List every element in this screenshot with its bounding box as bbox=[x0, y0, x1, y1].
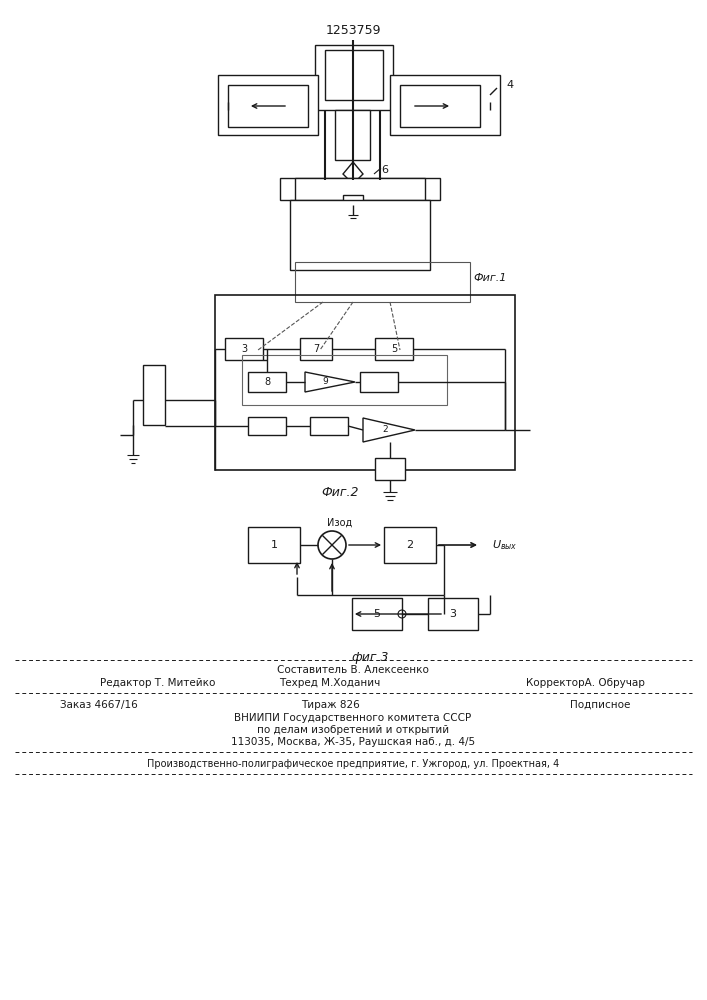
Bar bbox=[248, 417, 286, 435]
Text: 7: 7 bbox=[313, 344, 319, 354]
Text: 9: 9 bbox=[322, 377, 328, 386]
Bar bbox=[143, 365, 165, 425]
Text: Изод: Изод bbox=[327, 518, 353, 528]
Text: 4: 4 bbox=[506, 80, 513, 90]
Text: Составитель В. Алексеенко: Составитель В. Алексеенко bbox=[277, 665, 429, 675]
Text: 2: 2 bbox=[382, 426, 388, 434]
Bar bbox=[400, 85, 480, 127]
Bar bbox=[390, 75, 500, 135]
Text: 8: 8 bbox=[264, 377, 270, 387]
Text: 2: 2 bbox=[407, 540, 414, 550]
Text: Производственно-полиграфическое предприятие, г. Ужгород, ул. Проектная, 4: Производственно-полиграфическое предприя… bbox=[147, 759, 559, 769]
Bar bbox=[428, 598, 478, 630]
Bar bbox=[352, 598, 402, 630]
Bar bbox=[315, 45, 393, 110]
Text: 5: 5 bbox=[391, 344, 397, 354]
Text: 3: 3 bbox=[241, 344, 247, 354]
Polygon shape bbox=[363, 418, 415, 442]
Text: 3: 3 bbox=[450, 609, 457, 619]
Bar bbox=[325, 50, 383, 100]
Bar bbox=[300, 338, 332, 360]
Text: Тираж 826: Тираж 826 bbox=[300, 700, 359, 710]
Bar bbox=[295, 262, 470, 302]
Text: КорректорА. Обручар: КорректорА. Обручар bbox=[525, 678, 645, 688]
Text: Фиг.1: Фиг.1 bbox=[473, 273, 507, 283]
Bar bbox=[248, 372, 286, 392]
Text: 6: 6 bbox=[382, 165, 389, 175]
Bar bbox=[384, 527, 436, 563]
Text: Техред М.Ходанич: Техред М.Ходанич bbox=[279, 678, 380, 688]
Bar bbox=[218, 75, 318, 135]
Polygon shape bbox=[305, 372, 355, 392]
Text: 1: 1 bbox=[271, 540, 278, 550]
Text: 1253759: 1253759 bbox=[325, 23, 381, 36]
Bar bbox=[360, 372, 398, 392]
Bar bbox=[290, 200, 430, 270]
Bar bbox=[248, 527, 300, 563]
Bar bbox=[215, 295, 515, 470]
Bar bbox=[295, 178, 425, 200]
Bar bbox=[310, 417, 348, 435]
Text: по делам изобретений и открытий: по делам изобретений и открытий bbox=[257, 725, 449, 735]
Bar bbox=[375, 458, 405, 480]
Bar bbox=[375, 338, 413, 360]
Text: Заказ 4667/16: Заказ 4667/16 bbox=[60, 700, 138, 710]
Bar bbox=[335, 110, 370, 160]
Text: Редактор Т. Митейко: Редактор Т. Митейко bbox=[100, 678, 216, 688]
Text: ВНИИПИ Государственного комитета СССР: ВНИИПИ Государственного комитета СССР bbox=[235, 713, 472, 723]
Bar bbox=[228, 85, 308, 127]
Text: 5: 5 bbox=[373, 609, 380, 619]
Bar bbox=[343, 195, 363, 205]
Text: $U_{вых}$: $U_{вых}$ bbox=[492, 538, 518, 552]
Text: фиг.3: фиг.3 bbox=[351, 652, 389, 664]
Bar bbox=[280, 178, 440, 200]
Text: Фиг.2: Фиг.2 bbox=[321, 486, 358, 498]
Polygon shape bbox=[343, 162, 363, 184]
Text: 113035, Москва, Ж-35, Раушская наб., д. 4/5: 113035, Москва, Ж-35, Раушская наб., д. … bbox=[231, 737, 475, 747]
Bar bbox=[225, 338, 263, 360]
Bar bbox=[242, 355, 447, 405]
Text: Подписное: Подписное bbox=[570, 700, 630, 710]
